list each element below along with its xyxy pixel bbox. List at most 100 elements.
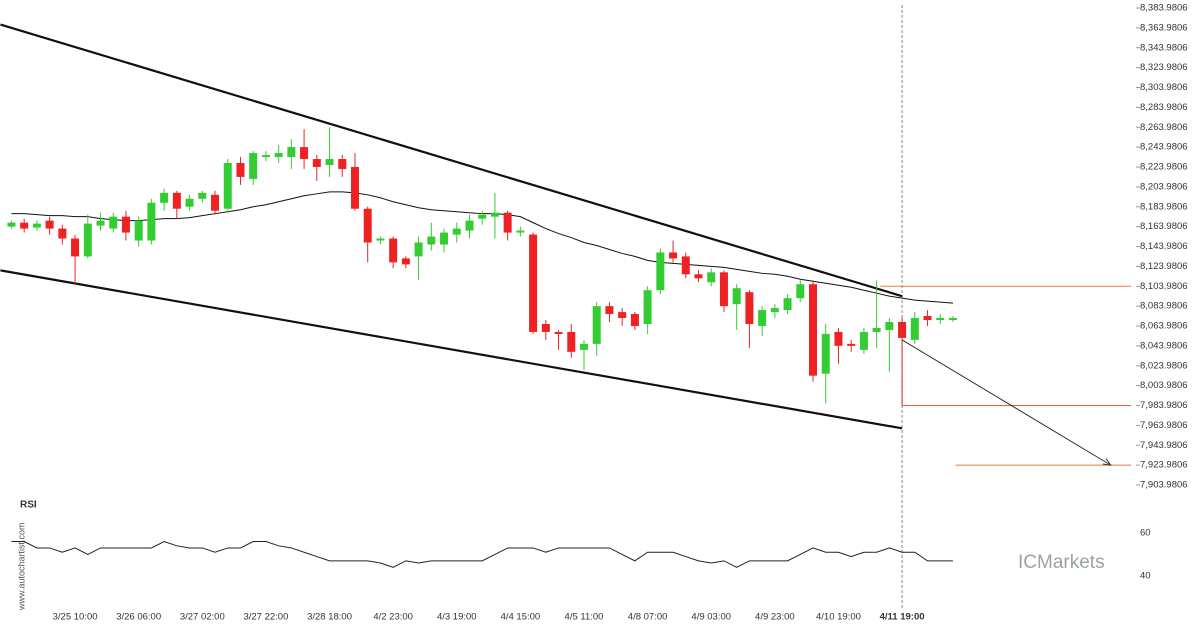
candle-body xyxy=(350,166,359,209)
candle-body xyxy=(325,159,334,165)
x-tick-label: 4/10 19:00 xyxy=(816,612,861,623)
y-tick-label: 8,323.9806 xyxy=(1140,62,1188,73)
y-tick-label: 8,023.9806 xyxy=(1140,360,1188,371)
candle-body xyxy=(643,290,652,324)
y-tick-label: 8,383.9806 xyxy=(1140,3,1188,14)
candle-body xyxy=(185,198,194,207)
arrow-head xyxy=(1102,458,1112,466)
candle-body xyxy=(541,323,550,332)
candle-body xyxy=(172,192,181,209)
candle-body xyxy=(427,236,436,245)
candle-body xyxy=(656,252,665,291)
channel-upper xyxy=(0,23,903,298)
rsi-line xyxy=(11,540,953,568)
candle-body xyxy=(809,284,818,376)
y-tick-label: 8,183.9806 xyxy=(1140,201,1188,212)
candle-body xyxy=(414,242,423,257)
candle-body xyxy=(287,147,296,158)
candle-body xyxy=(694,274,703,279)
candle-body xyxy=(783,298,792,311)
candle-body xyxy=(758,310,767,326)
candle-body xyxy=(134,220,143,241)
x-tick-label: 4/2 23:00 xyxy=(373,612,413,623)
candle-body xyxy=(859,331,868,350)
y-tick-label: 7,943.9806 xyxy=(1140,440,1188,451)
candle-body xyxy=(948,318,957,321)
y-tick-label: 7,903.9806 xyxy=(1140,480,1188,491)
candle-body xyxy=(719,272,728,307)
y-tick-label: 8,203.9806 xyxy=(1140,181,1188,192)
candle-body xyxy=(312,159,321,167)
candle-body xyxy=(592,306,601,344)
candle-body xyxy=(579,343,588,350)
candle-body xyxy=(796,284,805,299)
x-tick-label: 4/9 23:00 xyxy=(755,612,795,623)
candle-body xyxy=(618,312,627,319)
candle-body xyxy=(630,314,639,326)
candle-body xyxy=(376,238,385,241)
candle-body xyxy=(401,258,410,265)
candle-body xyxy=(847,343,856,346)
x-tick-label: 3/25 10:00 xyxy=(53,612,98,623)
channel-lower xyxy=(0,269,903,430)
y-tick-label: 8,083.9806 xyxy=(1140,301,1188,312)
candle-body xyxy=(274,153,283,158)
y-tick-label: 8,163.9806 xyxy=(1140,221,1188,232)
candle-body xyxy=(516,230,525,233)
x-tick-label: 3/27 02:00 xyxy=(180,612,225,623)
y-tick-label: 7,983.9806 xyxy=(1140,400,1188,411)
candle-body xyxy=(338,159,347,169)
candle-body xyxy=(567,331,576,352)
x-tick-label: 3/27 22:00 xyxy=(243,612,288,623)
y-tick-label: 8,063.9806 xyxy=(1140,321,1188,332)
candle-body xyxy=(58,228,67,239)
candle-body xyxy=(83,223,92,257)
y-tick-label: 8,003.9806 xyxy=(1140,380,1188,391)
y-tick-label: 8,243.9806 xyxy=(1140,142,1188,153)
y-tick-label: 8,123.9806 xyxy=(1140,261,1188,272)
x-tick-label: 3/26 06:00 xyxy=(116,612,161,623)
y-tick-label: 8,263.9806 xyxy=(1140,122,1188,133)
x-tick-label: 4/8 07:00 xyxy=(628,612,668,623)
x-tick-label: 4/5 11:00 xyxy=(565,612,604,623)
y-tick-label: 8,043.9806 xyxy=(1140,340,1188,351)
candle-body xyxy=(109,216,118,229)
y-tick-label: 8,283.9806 xyxy=(1140,102,1188,113)
candle-body xyxy=(490,212,499,217)
candle-body xyxy=(389,238,398,263)
candle-body xyxy=(478,214,487,219)
candle-body xyxy=(465,220,474,231)
y-tick-label: 8,343.9806 xyxy=(1140,42,1188,53)
candle-body xyxy=(745,292,754,324)
candle-body xyxy=(45,220,54,229)
candle-body xyxy=(669,252,678,259)
x-tick-label: 4/3 19:00 xyxy=(437,612,477,623)
candle-body xyxy=(160,192,169,203)
forecast-arrow xyxy=(901,339,1111,466)
candle-body xyxy=(7,222,16,227)
candle-body xyxy=(198,192,207,199)
rsi-title: RSI xyxy=(20,500,37,511)
candle-body xyxy=(261,155,270,158)
y-tick-label: 7,923.9806 xyxy=(1140,460,1188,471)
candle-body xyxy=(452,228,461,235)
candle-body xyxy=(681,256,690,275)
candle-body xyxy=(821,333,830,374)
y-tick-label: 8,303.9806 xyxy=(1140,82,1188,93)
candle-body xyxy=(249,153,258,179)
candle-body xyxy=(605,306,614,315)
candle-body xyxy=(211,194,220,211)
x-tick-label: 4/9 03:00 xyxy=(691,612,731,623)
y-tick-label: 8,143.9806 xyxy=(1140,241,1188,252)
candle-body xyxy=(363,208,372,243)
x-tick-label: 3/28 18:00 xyxy=(307,612,352,623)
brand-logo: ICMarkets xyxy=(1018,552,1105,573)
candle-body xyxy=(236,163,245,177)
candle-body xyxy=(834,331,843,346)
candle-body xyxy=(707,272,716,283)
watermark: www.autochartist.com xyxy=(16,522,26,611)
rsi-tick-label: 60 xyxy=(1140,527,1151,538)
candle-body xyxy=(898,322,907,338)
x-tick-label: 4/11 19:00 xyxy=(880,612,925,623)
